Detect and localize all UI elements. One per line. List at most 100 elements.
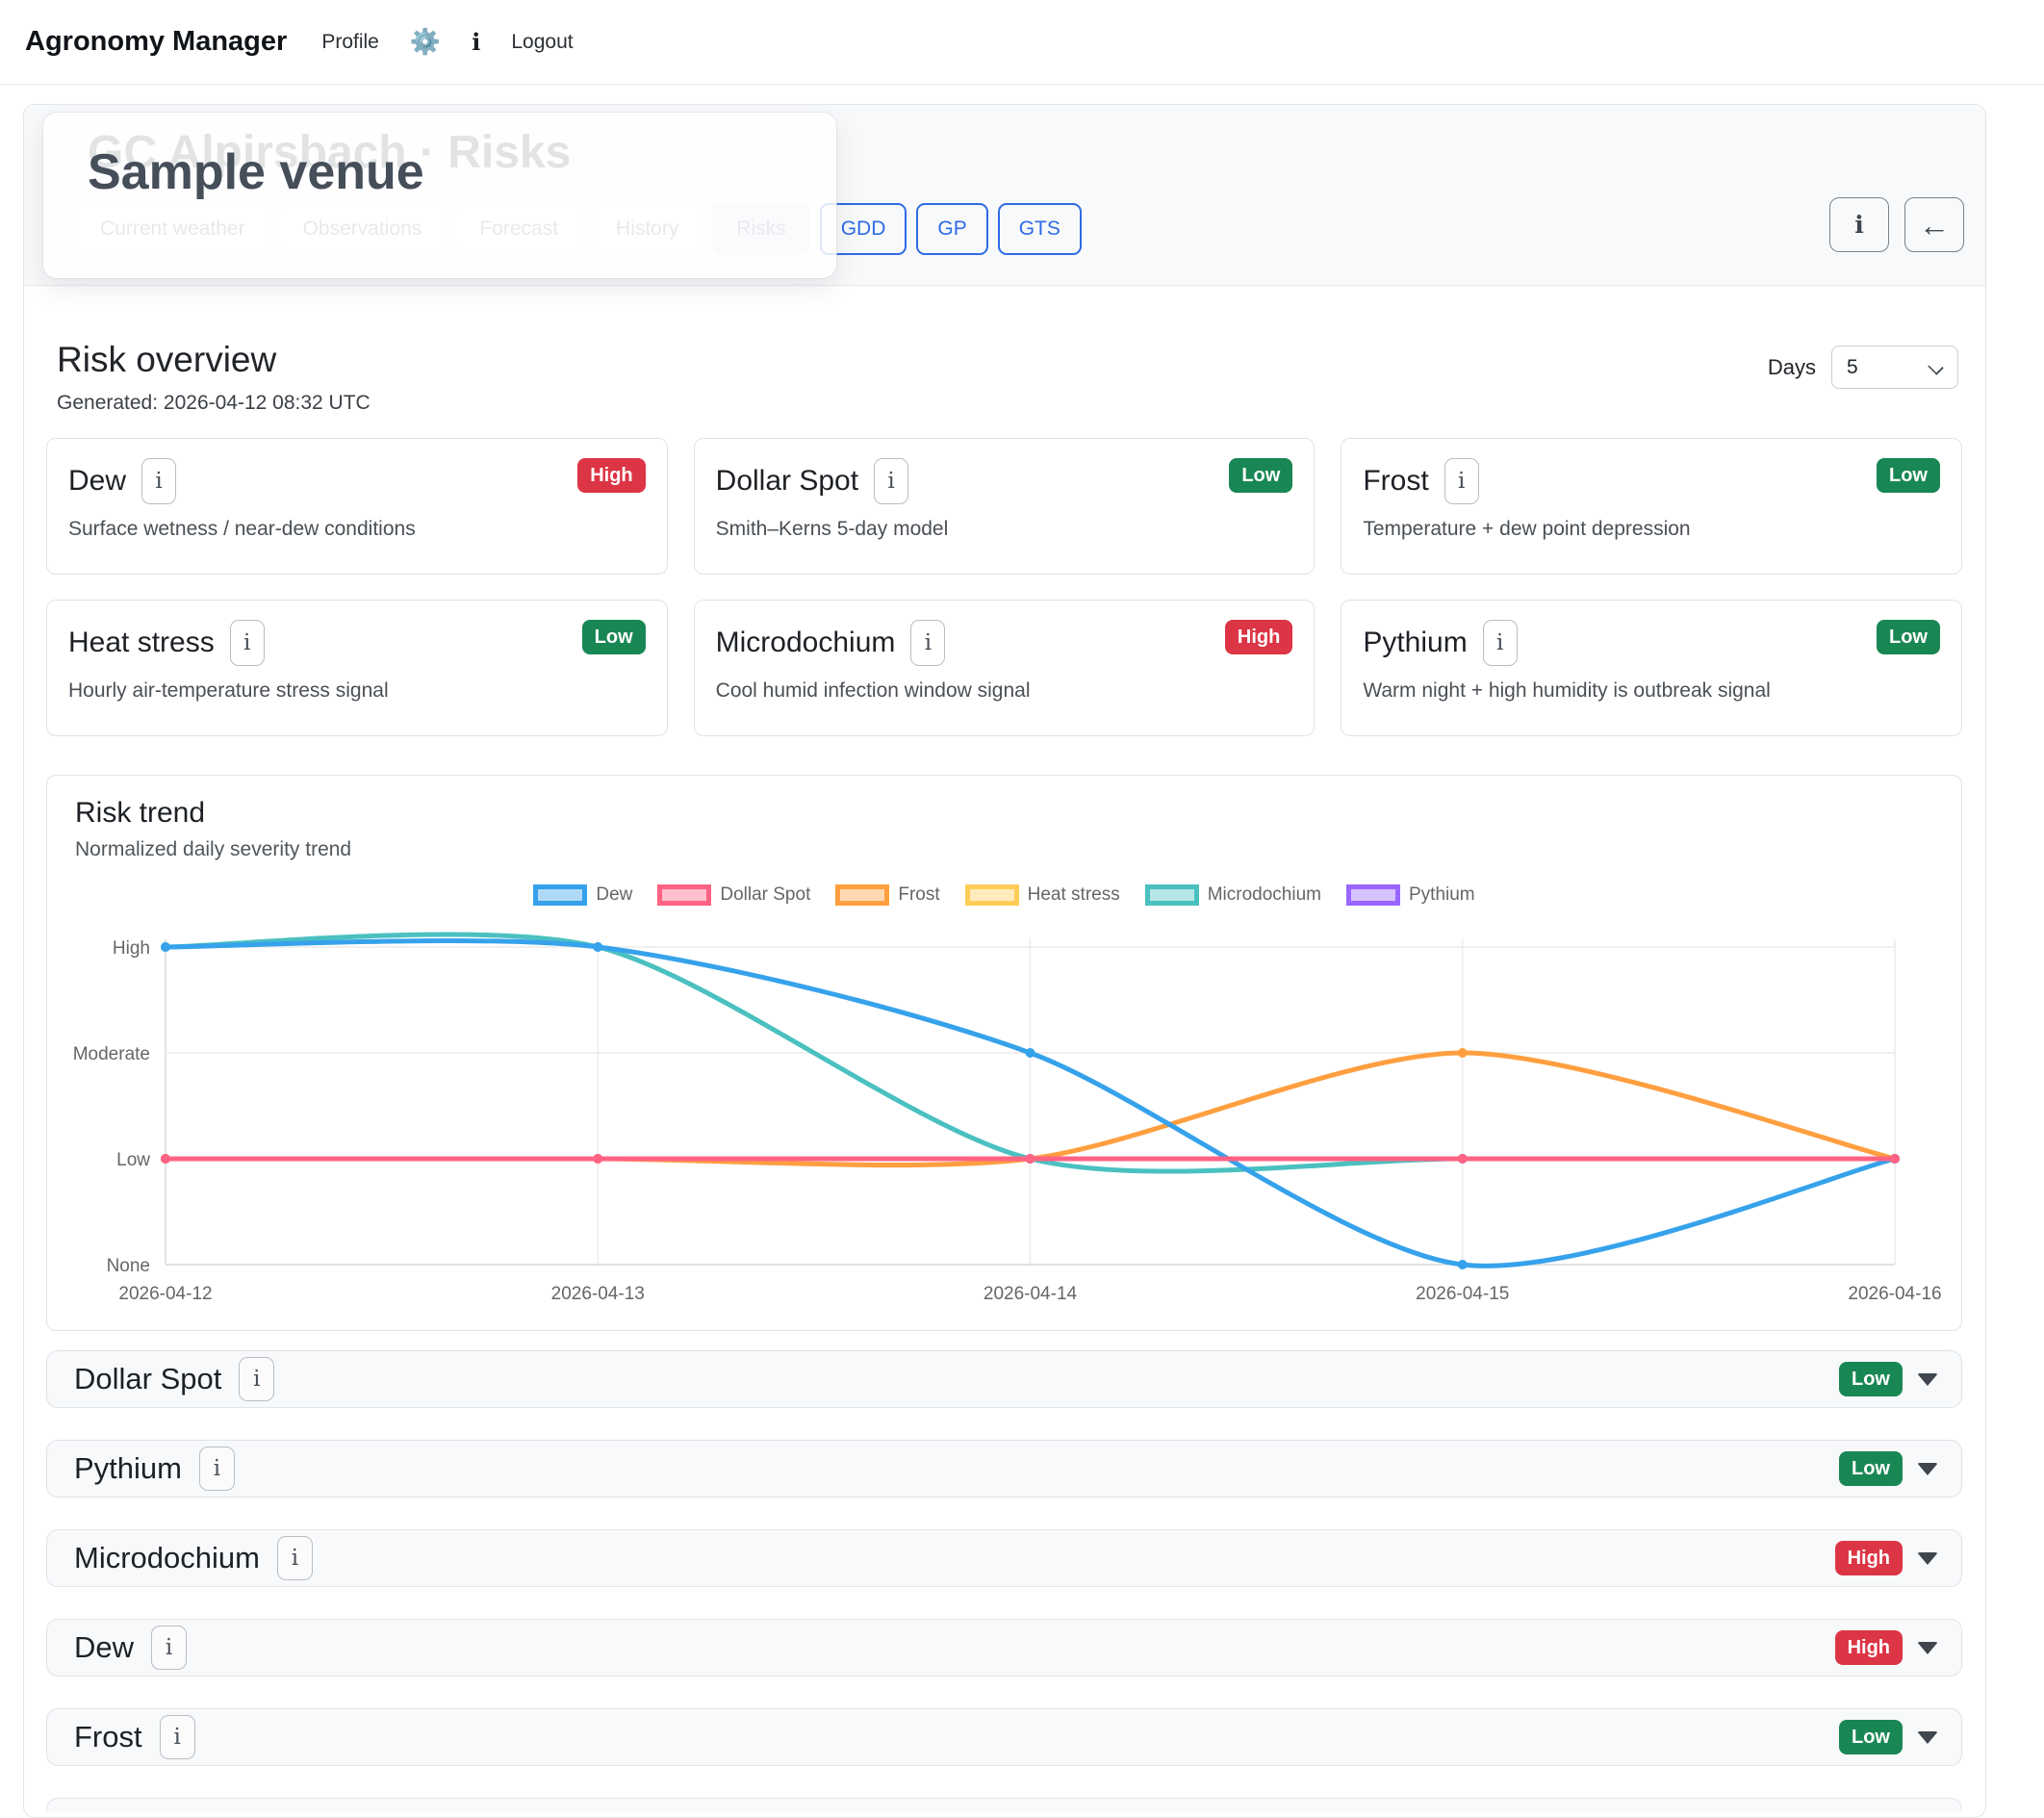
info-button[interactable]: i [198,1447,235,1491]
section-dew[interactable]: Dew i High [46,1619,1962,1677]
risk-name: Pythium [1363,627,1468,658]
svg-text:Moderate: Moderate [73,1044,150,1064]
info-button[interactable]: i [874,458,909,504]
status-badge: Low [1839,1451,1903,1486]
sample-venue-overlay: Sample venue [43,113,836,278]
risk-card-microdochium: Microdochium i High Cool humid infection… [693,600,1316,736]
app-brand[interactable]: Agronomy Manager [25,26,288,57]
caret-down-icon [1917,1551,1938,1565]
info-button[interactable]: i [1444,458,1479,504]
info-button[interactable]: i [151,1626,188,1670]
status-badge: High [1834,1541,1903,1575]
legend-item[interactable]: Microdochium [1144,884,1321,906]
risk-card-pythium: Pythium i Low Warm night + high humidity… [1341,600,1962,736]
page-title: Risk overview [57,340,277,379]
legend-item[interactable]: Pythium [1346,884,1475,906]
risk-card-dollar-spot: Dollar Spot i Low Smith–Kerns 5-day mode… [693,438,1316,575]
section-frost[interactable]: Frost i Low [46,1708,1962,1766]
status-badge: Low [581,620,646,654]
risk-sections: Dollar Spot i Low Pythium i Low Microdoc… [46,1350,1962,1811]
risk-card-frost: Frost i Low Temperature + dew point depr… [1341,438,1962,575]
legend-item[interactable]: Heat stress [964,884,1120,906]
risk-name: Heat stress [68,627,215,658]
risk-name: Microdochium [715,627,896,658]
legend-swatch-dollar-spot [657,884,712,906]
status-badge: Low [1877,458,1940,493]
info-button[interactable]: i [239,1357,275,1401]
info-icon[interactable]: i [472,28,481,56]
risk-description: Warm night + high humidity is outbreak s… [1363,679,1771,702]
legend-item[interactable]: Frost [835,884,940,906]
overlay-title: Sample venue [88,144,424,200]
svg-text:2026-04-13: 2026-04-13 [551,1284,645,1304]
back-button[interactable]: ← [1904,197,1964,252]
days-label: Days [1767,354,1816,379]
caret-down-icon [1917,1641,1938,1654]
info-button[interactable]: i [1829,197,1889,252]
info-button[interactable]: i [1482,620,1518,666]
section-pythium[interactable]: Pythium i Low [46,1440,1962,1498]
venue-header: GC Alpirsbach · Risks Current weather Ob… [24,105,1985,286]
info-icon: i [1854,211,1864,239]
svg-text:2026-04-16: 2026-04-16 [1848,1284,1941,1304]
risk-card-heat-stress: Heat stress i Low Hourly air-temperature… [46,600,668,736]
risk-trend-card: Risk trend Normalized daily severity tre… [46,775,1962,1331]
svg-text:Low: Low [116,1150,150,1170]
navbar: Agronomy Manager Profile ⚙️ i Logout [0,0,2044,85]
legend-swatch-frost [835,884,890,906]
svg-text:2026-04-14: 2026-04-14 [984,1284,1078,1304]
risk-trend-chart: None Low Moderate High 2026-04-12 2026-04-13 2… [47,915,1961,1324]
info-button[interactable]: i [141,458,177,504]
info-button[interactable]: i [229,620,265,666]
status-badge: Low [1839,1720,1903,1754]
risk-description: Smith–Kerns 5-day model [715,518,949,540]
days-value: 5 [1847,355,1858,378]
line-chart-canvas: None Low Moderate High 2026-04-12 2026-04-13 2… [73,932,1942,1304]
info-button[interactable]: i [276,1536,313,1580]
risk-name: Dew [68,465,127,497]
risk-body: Risk overview Generated: 2026-04-12 08:3… [24,286,1985,1811]
risk-name: Dollar Spot [715,465,859,497]
risk-description: Cool humid infection window signal [715,679,1031,702]
arrow-left-icon: ← [1919,207,1950,243]
section-dollar-spot[interactable]: Dollar Spot i Low [46,1350,1962,1408]
legend-swatch-dew [533,884,588,906]
status-badge: High [1834,1630,1903,1665]
risk-cards-grid: Dew i High Surface wetness / near-dew co… [46,438,1962,736]
main-card: GC Alpirsbach · Risks Current weather Ob… [23,104,1986,1818]
legend-item[interactable]: Dew [533,884,632,906]
nav-profile[interactable]: Profile [321,30,379,53]
section-microdochium[interactable]: Microdochium i High [46,1529,1962,1587]
caret-down-icon [1917,1372,1938,1386]
nav-logout[interactable]: Logout [511,30,574,53]
status-badge: Low [1229,458,1293,493]
tab-gp[interactable]: GP [916,203,988,255]
caret-down-icon [1917,1462,1938,1475]
generated-timestamp: Generated: 2026-04-12 08:32 UTC [57,392,370,414]
legend-swatch-pythium [1346,884,1400,906]
caret-down-icon [1917,1730,1938,1744]
risk-name: Frost [1363,465,1429,497]
svg-text:2026-04-15: 2026-04-15 [1416,1284,1509,1304]
risk-description: Surface wetness / near-dew conditions [68,518,416,540]
status-badge: Low [1839,1362,1903,1396]
svg-text:High: High [113,938,150,959]
trend-title: Risk trend [75,797,206,829]
info-button[interactable]: i [910,620,946,666]
svg-text:2026-04-12: 2026-04-12 [118,1284,212,1304]
status-badge: High [577,458,646,493]
svg-text:None: None [107,1256,150,1276]
risk-description: Hourly air-temperature stress signal [68,679,389,702]
risk-description: Temperature + dew point depression [1363,518,1691,540]
status-badge: High [1224,620,1293,654]
risk-card-dew: Dew i High Surface wetness / near-dew co… [46,438,668,575]
info-button[interactable]: i [159,1715,195,1759]
gear-icon[interactable]: ⚙️ [409,27,442,56]
chart-legend: Dew Dollar Spot Frost Heat stress Microd… [47,884,1961,906]
section-partial-row[interactable] [46,1798,1962,1811]
days-select[interactable]: 5 [1831,346,1958,389]
chevron-down-icon [1928,359,1944,375]
status-badge: Low [1877,620,1940,654]
legend-item[interactable]: Dollar Spot [657,884,810,906]
tab-gts[interactable]: GTS [997,203,1082,255]
